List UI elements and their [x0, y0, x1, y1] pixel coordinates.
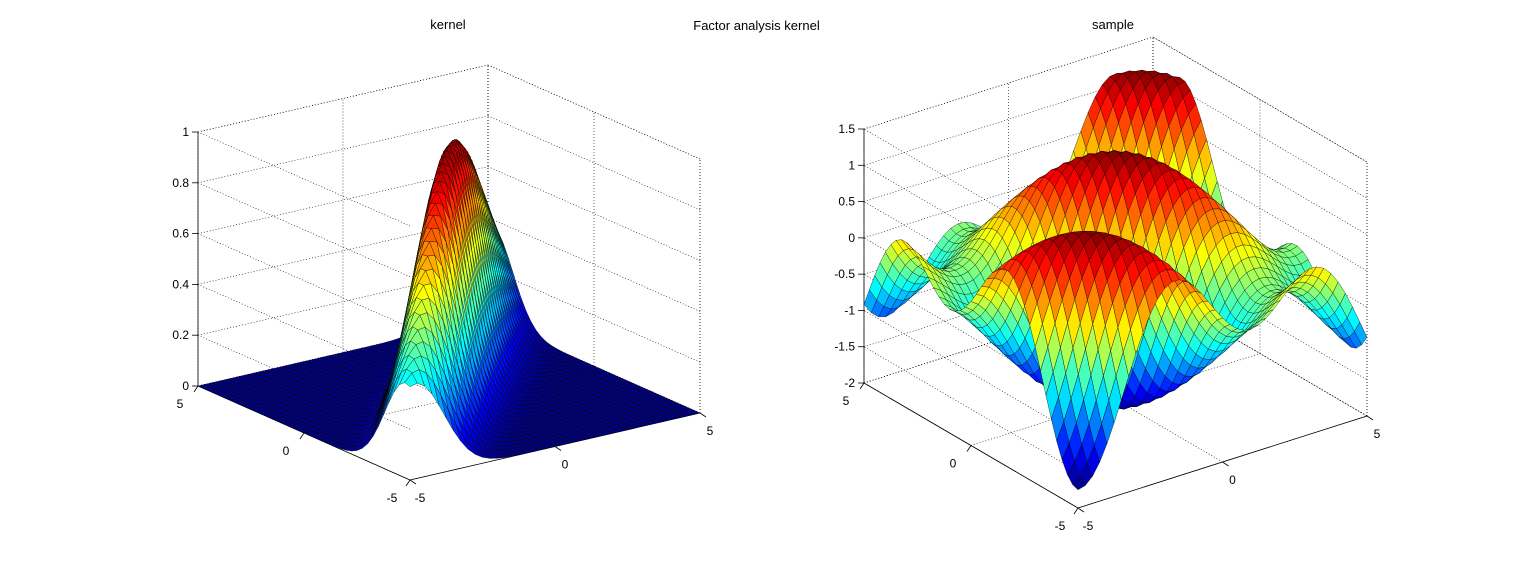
z-tick-label: -0.5	[834, 267, 855, 281]
x-tick-mark	[699, 412, 707, 418]
x-tick-label: -5	[1083, 519, 1094, 533]
sample-plot-title: sample	[1092, 17, 1134, 32]
z-tick-label: -2	[844, 376, 855, 390]
z-tick-label: 1	[182, 125, 189, 139]
x-tick-mark	[1222, 461, 1229, 467]
y-tick-mark	[405, 479, 411, 487]
y-tick-label: 5	[177, 397, 184, 411]
y-tick-label: -5	[1055, 519, 1066, 533]
z-tick-label: 0.4	[172, 277, 189, 291]
x-tick-mark	[1077, 507, 1085, 513]
z-tick-label: 0.5	[838, 195, 855, 209]
y-tick-label: 5	[843, 394, 850, 408]
y-tick-label: 0	[950, 457, 957, 471]
x-tick-label: -5	[415, 491, 426, 505]
y-tick-mark	[966, 445, 972, 452]
x-tick-label: 5	[1374, 427, 1381, 441]
x-tick-label: 0	[562, 458, 569, 472]
kernel-plot-title: kernel	[430, 17, 466, 32]
z-tick-label: -1	[844, 303, 855, 317]
x-tick-mark	[1366, 415, 1374, 421]
x-tick-label: 0	[1229, 473, 1236, 487]
figure-title: Factor analysis kernel	[693, 18, 820, 33]
kernel-surface-layer	[197, 138, 701, 459]
y-tick-label: -5	[387, 491, 398, 505]
z-tick-label: 0.8	[172, 176, 189, 190]
z-tick-label: 0	[848, 231, 855, 245]
x-tick-label: 5	[707, 424, 714, 438]
z-tick-label: 1	[848, 158, 855, 172]
z-tick-label: -1.5	[834, 340, 855, 354]
z-tick-label: 1.5	[838, 122, 855, 136]
y-tick-mark	[299, 432, 305, 440]
z-tick-label: 0.6	[172, 227, 189, 241]
x-tick-mark	[554, 446, 562, 451]
y-tick-mark	[193, 385, 199, 393]
z-tick-label: 0	[182, 379, 189, 393]
y-tick-label: 0	[283, 444, 290, 458]
z-tick-label: 0.2	[172, 328, 189, 342]
x-tick-mark	[409, 479, 417, 485]
y-tick-mark	[1073, 507, 1079, 515]
y-tick-mark	[859, 382, 865, 390]
